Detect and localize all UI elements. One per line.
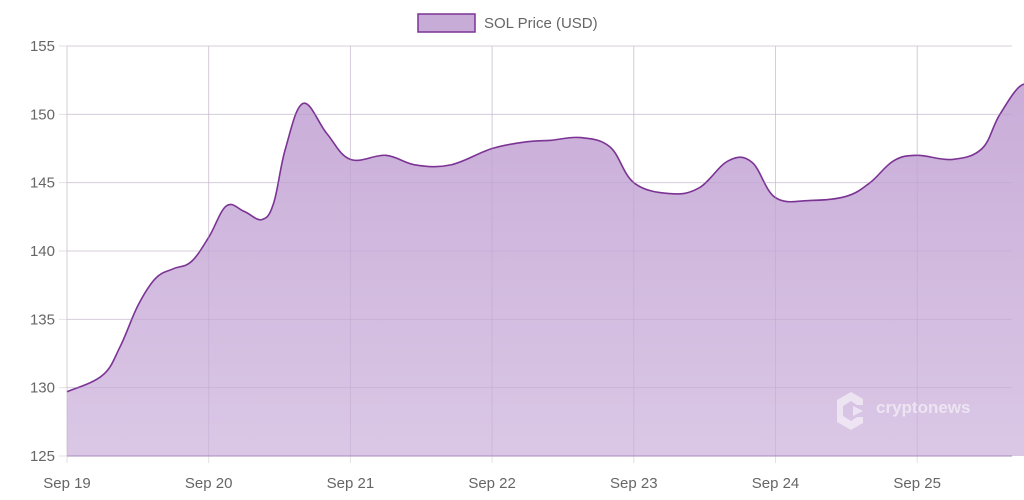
x-tick-label: Sep 23: [610, 475, 658, 492]
y-tick-label: 150: [30, 106, 55, 123]
legend-label: SOL Price (USD): [484, 15, 598, 32]
legend[interactable]: SOL Price (USD): [417, 13, 598, 33]
y-axis: 125 130 135 140 145 150 155: [30, 38, 55, 465]
x-tick-label: Sep 22: [468, 475, 516, 492]
watermark-text: cryptonews: [876, 398, 970, 417]
x-tick-label: Sep 19: [43, 475, 91, 492]
y-tick-label: 130: [30, 380, 55, 397]
x-tick-label: Sep 24: [752, 475, 800, 492]
x-tick-label: Sep 21: [327, 475, 375, 492]
x-tick-label: Sep 20: [185, 475, 233, 492]
y-tick-label: 135: [30, 311, 55, 328]
y-tick-label: 140: [30, 243, 55, 260]
x-tick-label: Sep 25: [893, 475, 941, 492]
legend-swatch: [417, 13, 476, 33]
y-tick-label: 125: [30, 448, 55, 465]
price-line: [66, 83, 1024, 393]
y-tick-label: 145: [30, 175, 55, 192]
y-tick-label: 155: [30, 38, 55, 55]
price-area-fill: [67, 84, 1024, 456]
cryptonews-logo-icon: [837, 392, 863, 430]
watermark: cryptonews: [837, 392, 970, 430]
x-axis: Sep 19 Sep 20 Sep 21 Sep 22 Sep 23 Sep 24 Sep …: [43, 475, 941, 492]
area-layer: [66, 45, 1024, 457]
